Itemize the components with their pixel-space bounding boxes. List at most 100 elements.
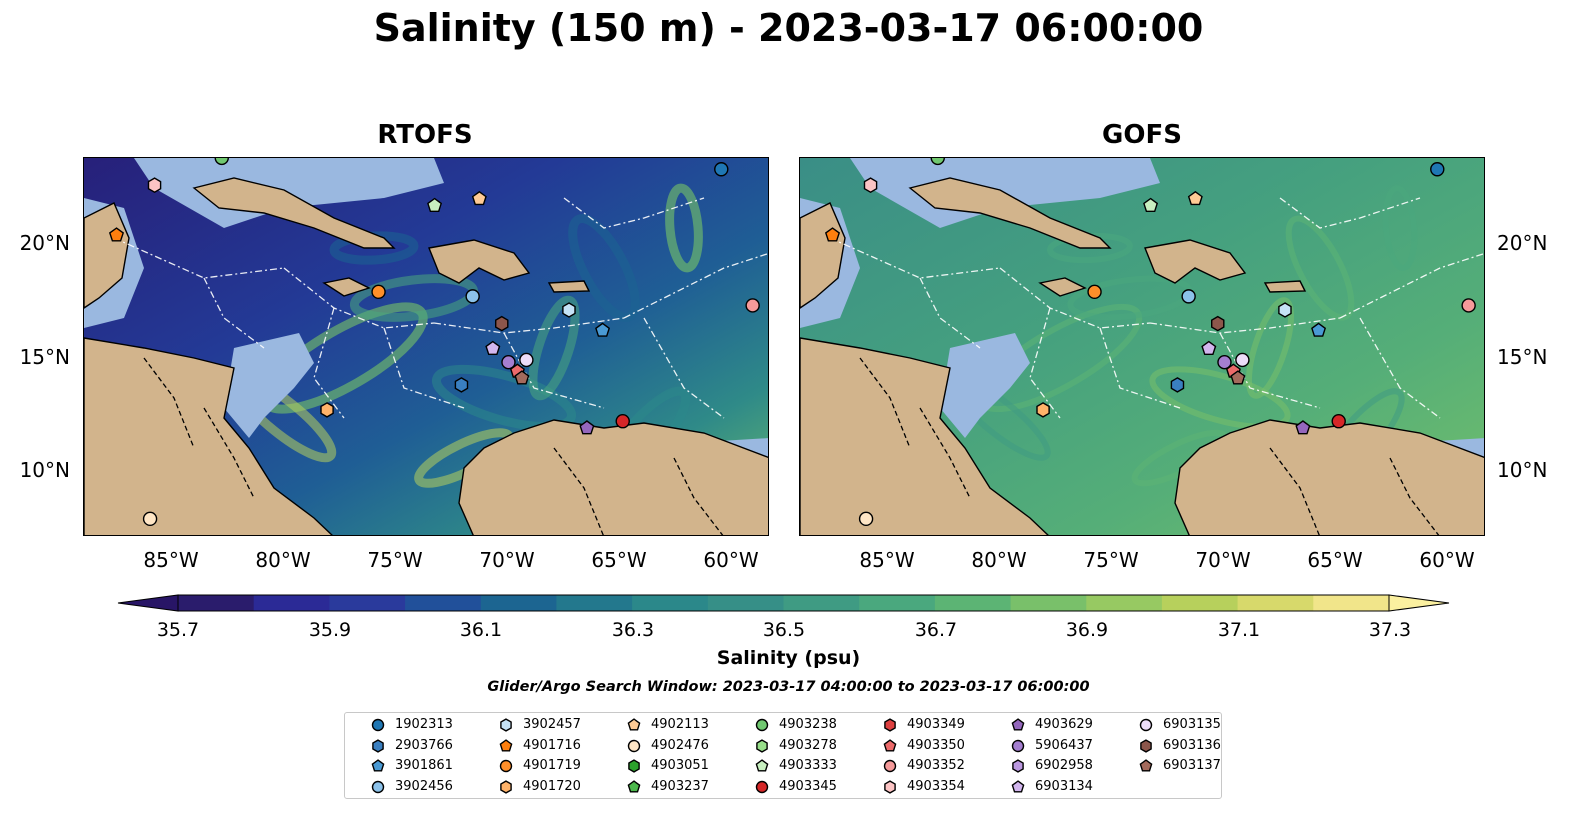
colorbar-tick: 37.3 <box>1368 619 1412 641</box>
colorbar-tick: 35.7 <box>156 619 200 641</box>
platform-6903135-gofs <box>1235 352 1250 368</box>
legend-label: 4903350 <box>907 737 965 753</box>
legend-label: 3901861 <box>395 758 453 773</box>
lat-label-20n: 20°N <box>19 231 70 255</box>
colorbar-tick: 36.3 <box>611 619 655 641</box>
nicaragua-shelf <box>224 333 314 438</box>
platform-4901720-rtofs <box>320 402 334 418</box>
legend-marker-4903629 <box>1011 718 1025 731</box>
eddy-filament <box>1149 366 1291 430</box>
colorbar-tick: 36.9 <box>1065 619 1109 641</box>
lon-label-70w-gofs: 70°W <box>1195 548 1251 572</box>
hexagon-marker-icon <box>1140 738 1152 753</box>
legend-label: 4902113 <box>651 717 709 732</box>
lon-label-60w-gofs: 60°W <box>1419 548 1475 572</box>
south-america-land <box>458 419 768 535</box>
pentagon-marker-icon <box>883 738 897 752</box>
colorbar-outline <box>177 594 1390 612</box>
platform-6903134-gofs <box>1201 340 1217 356</box>
eez-boundary <box>643 317 725 419</box>
search-window-text: Glider/Argo Search Window: 2023-03-17 04… <box>487 679 1090 695</box>
eez-boundary <box>1359 317 1441 419</box>
legend-marker-4903352 <box>883 759 897 773</box>
lon-label-60w-rtofs: 60°W <box>703 548 759 572</box>
circle-marker-icon <box>627 739 641 752</box>
platform-3902457-rtofs <box>562 302 576 318</box>
platform-1902313-rtofs <box>714 162 729 177</box>
platform-4903345-gofs <box>1331 414 1346 429</box>
circle-marker-icon <box>755 718 769 732</box>
puerto-rico-land <box>1263 280 1307 293</box>
colorbar-segment <box>1010 595 1087 611</box>
lon-label-85w-gofs: 85°W <box>859 548 915 572</box>
platform-4901720-gofs <box>1036 402 1050 418</box>
platform-4903629-rtofs <box>579 420 595 435</box>
hexagon-marker-icon <box>756 738 768 753</box>
platform-3901861-rtofs <box>595 322 611 337</box>
eez-boundary <box>283 267 435 329</box>
legend-marker-4903345 <box>755 780 769 793</box>
eez-boundary <box>113 237 285 279</box>
eez-boundary <box>503 332 605 409</box>
colorbar-tick: 36.5 <box>762 619 806 641</box>
map-panel-rtofs <box>83 157 769 536</box>
legend-label: 3902456 <box>395 778 453 794</box>
salinity-colorbar <box>117 594 1450 612</box>
legend-label: 6903136 <box>1163 737 1221 753</box>
eez-boundary <box>1279 197 1421 229</box>
colorbar-segment <box>1237 595 1314 611</box>
legend-marker-6903137 <box>1139 759 1153 772</box>
platform-6903134-rtofs <box>485 340 501 356</box>
legend-marker-6903134 <box>1011 779 1025 793</box>
eddy-filament <box>1382 185 1418 271</box>
colorbar-segment <box>1086 595 1163 611</box>
platform-4902476-gofs <box>858 511 874 527</box>
colorbar-segment <box>329 595 406 611</box>
eddy-filament <box>1285 215 1355 321</box>
lon-label-65w-gofs: 65°W <box>1307 548 1363 572</box>
eez-boundary <box>313 307 345 419</box>
platform-4902113-gofs <box>1187 190 1203 206</box>
country-border <box>859 357 911 449</box>
pentagon-marker-icon <box>371 759 385 772</box>
panel-title-gofs: GOFS <box>1102 120 1182 150</box>
hexagon-marker-icon <box>500 779 512 794</box>
platform-3902456-rtofs <box>465 289 480 304</box>
platform-4903352-rtofs <box>745 298 760 313</box>
legend-label: 6903135 <box>1163 717 1221 732</box>
legend-label: 4901716 <box>523 737 581 753</box>
platform-3902457-gofs <box>1278 302 1292 318</box>
lon-label-80w-gofs: 80°W <box>971 548 1027 572</box>
colorbar-tick: 36.1 <box>459 619 503 641</box>
cuba-land <box>192 177 396 249</box>
legend-label: 4902476 <box>651 737 709 753</box>
central-america-land <box>800 337 1049 535</box>
platform-4903238-rtofs <box>214 158 229 166</box>
legend-label: 4903238 <box>779 717 837 732</box>
lon-label-70w-rtofs: 70°W <box>479 548 535 572</box>
legend-marker-5906437 <box>1011 739 1025 752</box>
colorbar-tick: 37.1 <box>1217 619 1261 641</box>
pentagon-marker-icon <box>1011 779 1025 793</box>
country-border <box>919 407 971 499</box>
platform-4902113-rtofs <box>471 190 487 206</box>
colorbar-segment <box>632 595 709 611</box>
legend-label: 6902958 <box>1035 758 1093 773</box>
legend-label: 4901719 <box>523 758 581 773</box>
eez-boundary <box>1219 332 1321 409</box>
eez-boundary <box>563 197 705 229</box>
legend-label: 6903134 <box>1035 778 1093 794</box>
eez-boundary <box>1099 327 1181 409</box>
platform-4901719-gofs <box>1087 284 1102 300</box>
pentagon-marker-icon <box>627 718 641 731</box>
eddy-filament <box>1245 297 1295 399</box>
pentagon-marker-icon <box>627 779 641 793</box>
legend-marker-3901861 <box>371 759 385 772</box>
colorbar-segment <box>783 595 860 611</box>
legend-label: 4903354 <box>907 778 965 794</box>
lon-label-75w-gofs: 75°W <box>1083 548 1139 572</box>
platform-4903345-rtofs <box>615 414 630 429</box>
legend-marker-4903278 <box>756 738 768 753</box>
colorbar-segment <box>253 595 330 611</box>
pentagon-marker-icon <box>1011 718 1025 731</box>
